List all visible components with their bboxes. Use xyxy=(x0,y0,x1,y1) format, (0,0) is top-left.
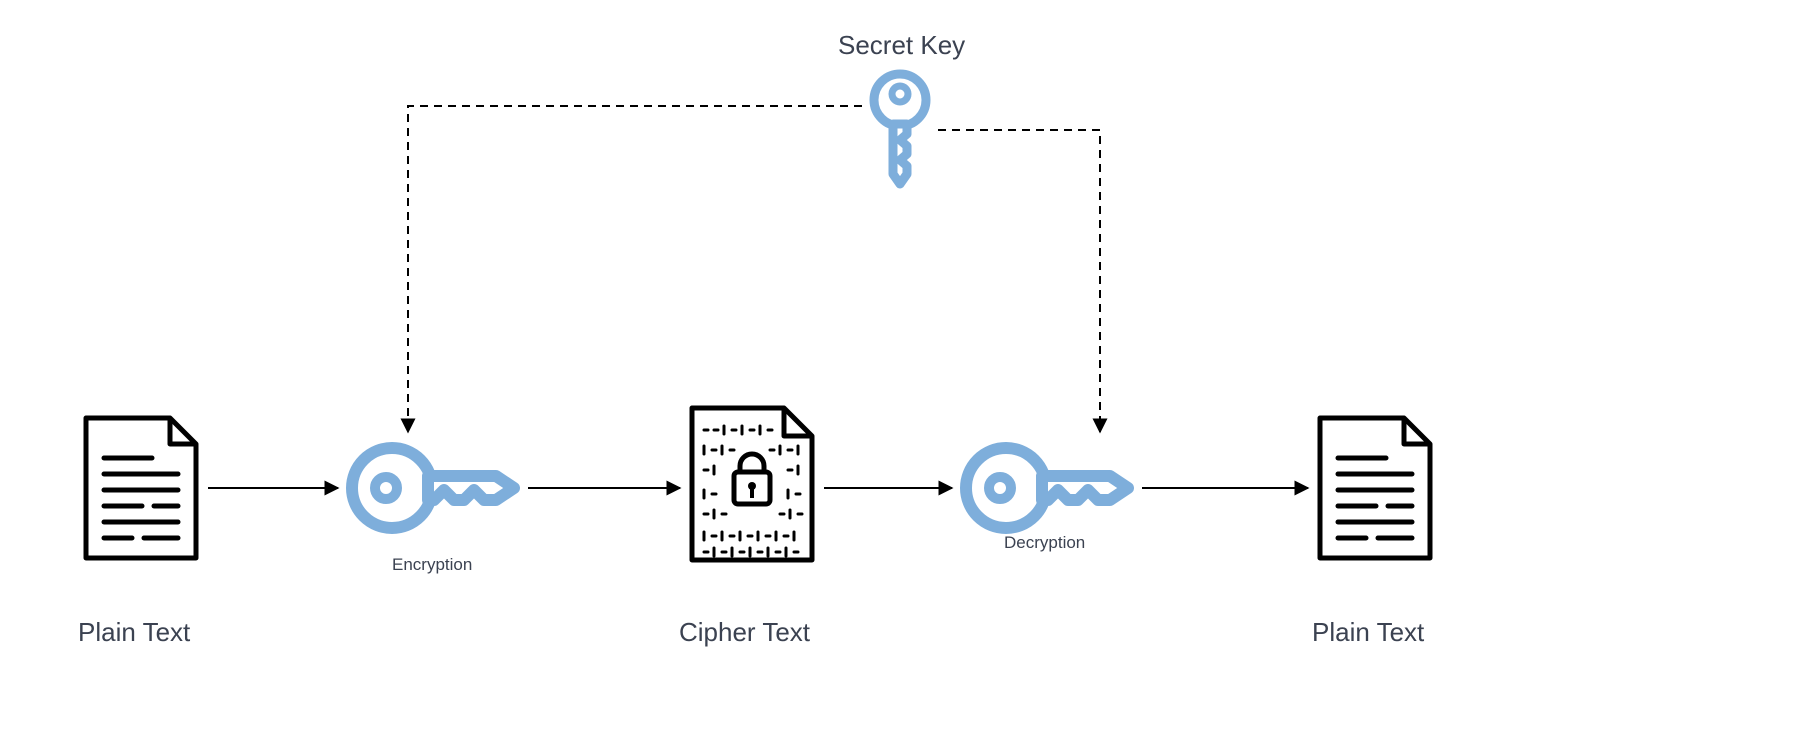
plain-text-right-icon xyxy=(1320,418,1430,558)
dashed-key-to-encryption xyxy=(408,106,862,432)
plain-text-left-label: Plain Text xyxy=(78,617,190,648)
plain-text-left-icon xyxy=(86,418,196,558)
decryption-label: Decryption xyxy=(1004,533,1085,553)
secret-key-label: Secret Key xyxy=(838,30,965,61)
diagram-canvas: Secret Key Plain Text Cipher Text Plain … xyxy=(0,0,1809,751)
encryption-key-icon xyxy=(352,448,514,528)
diagram-svg xyxy=(0,0,1809,751)
encryption-label: Encryption xyxy=(392,555,472,575)
cipher-text-label: Cipher Text xyxy=(679,617,810,648)
plain-text-right-label: Plain Text xyxy=(1312,617,1424,648)
secret-key-icon xyxy=(874,74,926,184)
dashed-key-to-decryption xyxy=(938,130,1100,432)
decryption-key-icon xyxy=(966,448,1128,528)
cipher-text-icon xyxy=(692,408,812,560)
